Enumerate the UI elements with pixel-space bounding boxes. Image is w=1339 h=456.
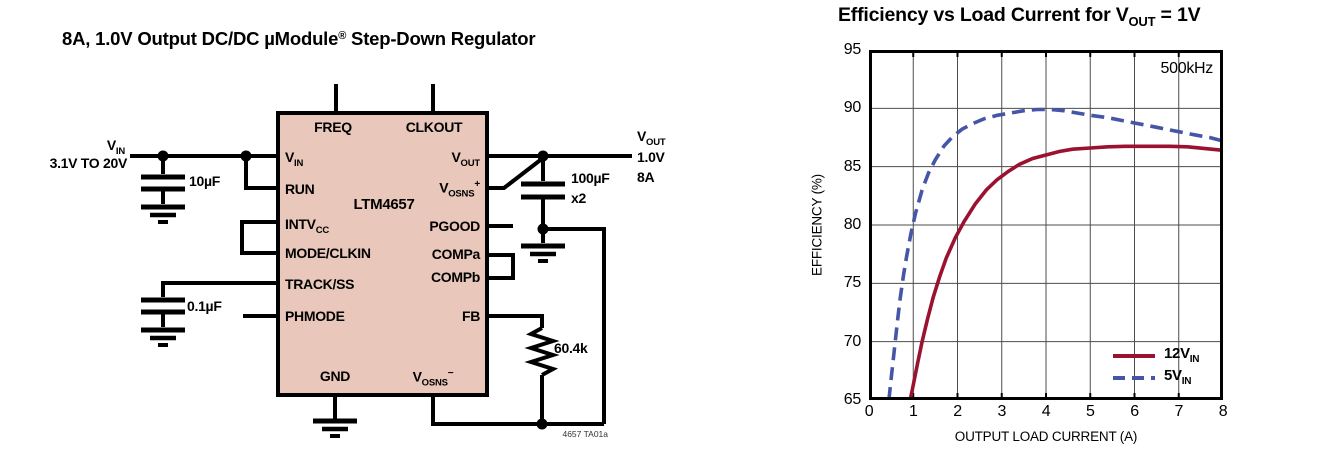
legend-item-5vin: 5VIN	[1113, 367, 1199, 387]
pin-label-intvcc: INTVCC	[285, 216, 330, 236]
x-tick-label: 4	[1041, 403, 1051, 420]
x-tick-label: 7	[1174, 403, 1184, 420]
y-tick-label: 80	[843, 216, 862, 233]
pin-label-pgood: PGOOD	[429, 218, 480, 234]
x-tick-label: 3	[997, 403, 1007, 420]
y-tick-label: 75	[843, 274, 862, 292]
css-value-label: 0.1µF	[187, 298, 222, 314]
y-tick-label: 70	[843, 332, 862, 350]
junction-dot	[537, 223, 549, 235]
y-tick-label: 90	[843, 99, 862, 117]
x-axis-title: OUTPUT LOAD CURRENT (A)	[954, 429, 1138, 444]
pin-label-compa: COMPa	[431, 246, 481, 262]
vout-voltage-label: 1.0V	[637, 149, 665, 165]
wire-run-connection	[244, 156, 278, 190]
capacitor-cout	[521, 156, 565, 229]
capacitor-cin	[141, 156, 185, 204]
plot-frame	[869, 50, 1223, 400]
vout-current-label: 8A	[637, 169, 655, 185]
plot-area	[869, 50, 1223, 400]
pin-label-vosns-plus: VOSNS+	[439, 179, 480, 200]
wire-comp-loop	[487, 253, 515, 280]
ground-symbol-cin	[141, 204, 185, 224]
junction-dot	[536, 418, 548, 430]
legend-swatch-12vin	[1113, 353, 1155, 358]
pin-label-vout: VOUT	[451, 149, 481, 169]
rfb-value-label: 60.4k	[554, 340, 588, 356]
legend-label-5vin: 5VIN	[1164, 367, 1192, 387]
x-tick-label: 5	[1085, 403, 1095, 420]
chart-legend: 12VIN 5VIN	[1113, 345, 1200, 387]
wire-vosns-plus-sense	[487, 156, 545, 190]
annotation-frequency: 500kHz	[1160, 60, 1214, 77]
pin-label-vosns-minus: VOSNS−	[412, 368, 454, 389]
x-tick-label: 0	[864, 403, 874, 420]
vin-rail-label: VIN	[106, 137, 125, 157]
x-tick-label: 8	[1218, 403, 1228, 420]
pin-label-gnd: GND	[319, 368, 351, 384]
series-curve-12VIN	[908, 144, 1223, 400]
wire-trackss	[161, 281, 278, 297]
chip-name: LTM4657	[353, 196, 415, 213]
ground-symbol-cout	[521, 229, 565, 263]
ground-symbol-gnd	[313, 418, 357, 438]
capacitor-css	[141, 297, 185, 327]
pin-label-run: RUN	[285, 181, 315, 197]
vout-rail-label: VOUT	[637, 128, 666, 148]
wire-intvcc-mode-loop	[240, 220, 278, 255]
figure-id-label: 4657 TA01a	[562, 429, 608, 439]
legend-item-12vin: 12VIN	[1113, 345, 1200, 365]
junction-dots	[157, 150, 549, 430]
pin-label-mode-clkin: MODE/CLKIN	[285, 245, 371, 261]
wire-fb	[487, 314, 544, 328]
series-curve-5VIN	[887, 107, 1223, 400]
pin-label-compb: COMPb	[430, 269, 480, 285]
x-tick-label: 6	[1130, 403, 1139, 420]
chip-body	[276, 111, 489, 397]
circuit-title: 8A, 1.0V Output DC/DC µModule® Step-Down…	[62, 28, 536, 49]
vin-range-label: 3.1V TO 20V	[49, 155, 128, 171]
legend-label-12vin: 12VIN	[1164, 345, 1200, 365]
pin-label-vin: VIN	[285, 149, 304, 169]
junction-dot	[240, 150, 252, 162]
series-layer	[887, 107, 1223, 400]
x-tick-label: 2	[953, 403, 962, 420]
circuit-title-suffix: Step-Down Regulator	[346, 28, 536, 49]
schematic-svg	[130, 84, 632, 438]
pin-label-track-ss: TRACK/SS	[285, 276, 355, 292]
y-tick-label: 95	[843, 41, 862, 58]
pin-label-freq: FREQ	[314, 119, 352, 135]
cout-mult-label: x2	[571, 190, 586, 206]
resistor-rfb	[524, 326, 560, 377]
pin-label-clkout: CLKOUT	[405, 119, 463, 135]
registered-mark: ®	[338, 30, 347, 42]
pin-label-phmode: PHMODE	[285, 308, 345, 324]
wire-vosns-minus	[431, 395, 604, 426]
grid-layer	[869, 50, 1223, 400]
x-tick-label: 1	[908, 403, 918, 420]
cout-value-label: 100µF	[571, 170, 610, 186]
y-tick-label: 85	[843, 157, 862, 175]
wire-ground-return	[543, 227, 606, 424]
chart-title: Efficiency vs Load Current for VOUT = 1V	[838, 4, 1201, 29]
ground-symbol-css	[141, 327, 185, 347]
cin-value-label: 10µF	[189, 173, 220, 189]
y-tick-label: 65	[843, 391, 862, 408]
junction-dot	[537, 150, 549, 162]
circuit-title-text: 8A, 1.0V Output DC/DC µModule	[62, 28, 339, 49]
pin-label-fb: FB	[461, 308, 480, 324]
y-axis-title: EFFICIENCY (%)	[809, 174, 825, 276]
legend-swatch-5vin	[1113, 375, 1155, 380]
junction-dot	[157, 150, 169, 162]
